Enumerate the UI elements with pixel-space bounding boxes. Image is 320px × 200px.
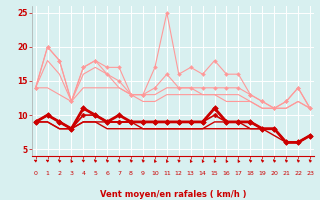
X-axis label: Vent moyen/en rafales ( km/h ): Vent moyen/en rafales ( km/h )	[100, 190, 246, 199]
